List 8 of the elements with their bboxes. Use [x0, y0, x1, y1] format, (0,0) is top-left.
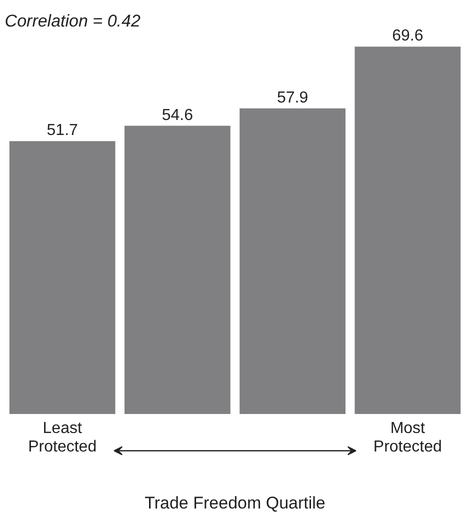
x-tick-label: Most Protected: [373, 420, 442, 456]
data-label: 54.6: [162, 106, 194, 124]
x-axis-title: Trade Freedom Quartile: [144, 494, 326, 512]
data-label: 51.7: [46, 122, 78, 140]
x-tick-label: Least Protected: [28, 420, 97, 456]
data-label: 57.9: [276, 89, 308, 106]
text: Correlation = 0.42: [4, 11, 141, 30]
data-label: 69.6: [392, 28, 424, 45]
